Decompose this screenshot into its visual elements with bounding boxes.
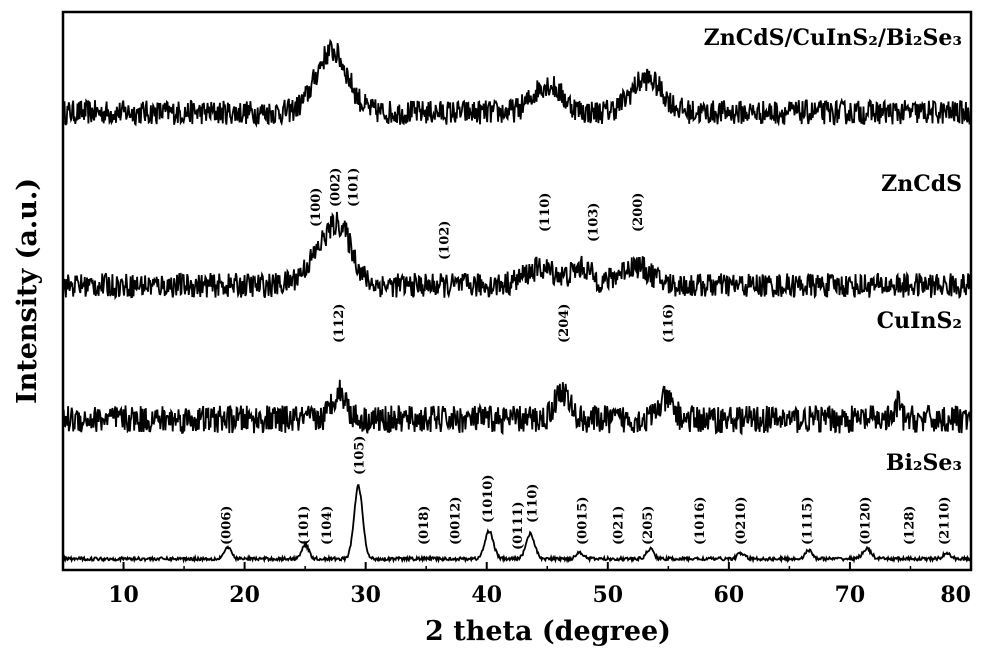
hkl-label: (105) xyxy=(353,436,368,475)
series-line-1 xyxy=(62,38,972,128)
series-label-zncds: ZnCdS xyxy=(881,171,962,197)
hkl-label: (1010) xyxy=(481,475,496,523)
x-tick-label-20: 20 xyxy=(229,582,260,608)
series-label-bi2se3: Bi₂Se₃ xyxy=(886,450,962,476)
x-tick-label-10: 10 xyxy=(108,582,139,608)
hkl-label: (2110) xyxy=(937,497,952,545)
hkl-label: (0210) xyxy=(734,497,749,545)
hkl-label: (006) xyxy=(219,506,234,545)
x-axis-title: 2 theta (degree) xyxy=(425,616,671,647)
hkl-label: (110) xyxy=(538,193,553,232)
hkl-label: (021) xyxy=(612,506,627,545)
y-axis-title: Intensity (a.u.) xyxy=(12,178,43,404)
series-line-4 xyxy=(62,484,972,564)
hkl-label: (116) xyxy=(661,304,676,343)
hkl-label: (1115) xyxy=(801,497,816,545)
hkl-label: (104) xyxy=(320,506,335,545)
hkl-label: (205) xyxy=(641,506,656,545)
hkl-label: (0111) xyxy=(511,502,526,550)
hkl-label: (100) xyxy=(309,188,324,227)
hkl-label: (128) xyxy=(902,506,917,545)
series-lines xyxy=(62,38,972,564)
hkl-label: (112) xyxy=(332,304,347,343)
hkl-label: (204) xyxy=(557,304,572,343)
x-tick-label-60: 60 xyxy=(714,582,745,608)
x-tick-label-80: 80 xyxy=(940,582,971,608)
hkl-label: (1016) xyxy=(693,497,708,545)
hkl-label: (102) xyxy=(437,221,452,260)
series-line-3 xyxy=(62,379,972,436)
hkl-label: (200) xyxy=(631,193,646,232)
x-tick-label-50: 50 xyxy=(592,582,623,608)
series-label-composite: ZnCdS/CuInS₂/Bi₂Se₃ xyxy=(704,25,962,51)
hkl-label: (0120) xyxy=(859,497,874,545)
hkl-label: (002) xyxy=(328,168,343,207)
hkl-labels: (100) (002) (101) (102) (110) (103) (200) (112)… xyxy=(219,168,952,550)
hkl-label: (0015) xyxy=(575,497,590,545)
x-tick-label-70: 70 xyxy=(835,582,866,608)
x-tick-label-30: 30 xyxy=(350,582,381,608)
series-label-cuins2: CuInS₂ xyxy=(877,308,962,334)
hkl-label: (101) xyxy=(297,506,312,545)
hkl-label: (110) xyxy=(526,484,541,523)
x-tick-label-40: 40 xyxy=(471,582,502,608)
hkl-label: (018) xyxy=(417,506,432,545)
series-line-2 xyxy=(62,211,972,301)
x-axis-ticks: 10 20 30 40 50 60 70 80 xyxy=(62,562,972,608)
hkl-label: (0012) xyxy=(448,497,463,545)
hkl-label: (101) xyxy=(347,168,362,207)
hkl-label: (103) xyxy=(586,203,601,242)
